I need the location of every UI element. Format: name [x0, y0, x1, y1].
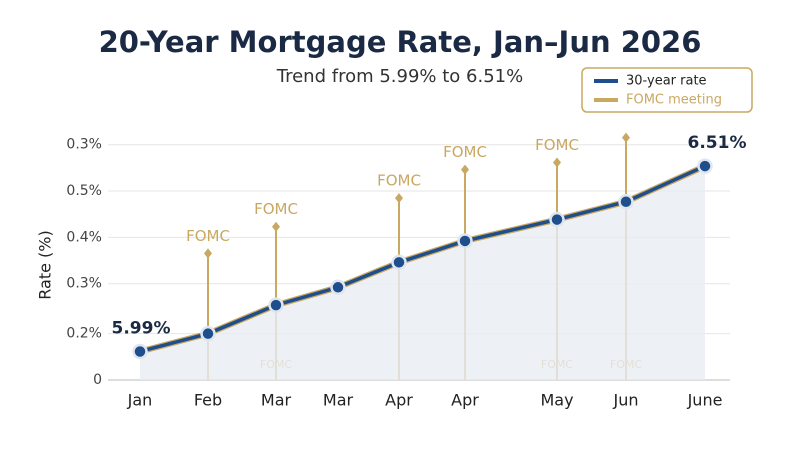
- chart-subtitle: Trend from 5.99% to 6.51%: [276, 66, 523, 87]
- y-tick-label: 0.3%: [66, 137, 102, 153]
- point: [457, 233, 473, 249]
- point: [549, 211, 565, 228]
- x-tick-label: Mar: [323, 391, 354, 410]
- x-tick-label: Feb: [194, 391, 222, 410]
- y-tick-label: 0.5%: [66, 183, 102, 199]
- event-label: FOMC: [186, 227, 230, 245]
- event-label: FOMC: [443, 143, 487, 161]
- event-marker: [461, 164, 469, 175]
- chart-title: 20-Year Mortgage Rate, Jan–Jun 2026: [99, 25, 702, 59]
- point: [391, 254, 407, 271]
- event-marker: [395, 193, 403, 204]
- event-label: FOMC: [377, 172, 421, 190]
- y-tick-label: 0.4%: [66, 229, 102, 245]
- event-marker: [272, 221, 280, 232]
- y-axis-label: Rate (%): [36, 230, 55, 299]
- x-tick-label: Apr: [451, 391, 479, 410]
- legend-box: [581, 67, 753, 113]
- legend-label: 30-year rate: [626, 74, 707, 89]
- event-label: FOMC: [254, 200, 298, 218]
- legend-label: FOMC meeting: [626, 93, 722, 108]
- point: [200, 325, 216, 342]
- y-tick-label: 0: [93, 372, 102, 388]
- x-tick-label: Apr: [385, 391, 413, 410]
- point: [268, 297, 284, 313]
- y-tick-label: 0.2%: [66, 326, 102, 342]
- event-label: FOMC: [535, 136, 579, 154]
- x-tick-label: Jun: [613, 391, 639, 410]
- point: [330, 279, 346, 296]
- event-marker: [553, 157, 561, 168]
- x-tick-label: Mar: [261, 391, 292, 410]
- value-label: 5.99%: [112, 318, 171, 338]
- x-tick-label: June: [687, 391, 723, 410]
- x-tick-label: May: [540, 391, 573, 410]
- point: [697, 158, 713, 174]
- value-label: 6.51%: [688, 133, 747, 153]
- point: [618, 193, 634, 210]
- y-tick-label: 0.3%: [66, 276, 102, 292]
- point: [132, 343, 148, 360]
- event-marker: [204, 248, 212, 259]
- x-tick-label: Jan: [127, 391, 153, 410]
- event-marker: [622, 132, 630, 143]
